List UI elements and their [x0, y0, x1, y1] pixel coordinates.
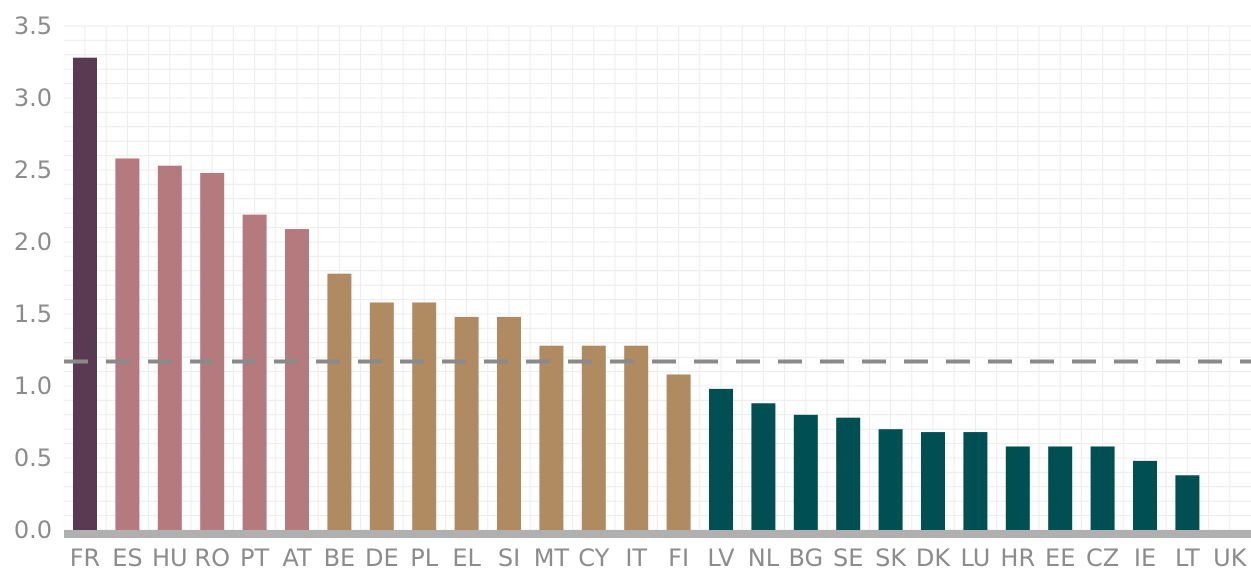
x-tick-label-lv: LV [707, 544, 735, 571]
bar-es [115, 158, 140, 531]
y-tick-label: 2.5 [14, 156, 52, 184]
x-tick-label-cz: CZ [1086, 544, 1119, 571]
x-tick-label-el: EL [452, 544, 481, 571]
x-tick-label-se: SE [833, 544, 863, 571]
x-tick-label-dk: DK [916, 544, 951, 571]
x-tick-label-pl: PL [410, 544, 438, 571]
y-tick-label: 1.5 [14, 300, 52, 328]
bar-pl [412, 302, 437, 530]
y-axis-tick-labels: 0.0 0.5 1.0 1.5 2.0 2.5 3.0 3.5 [14, 12, 52, 544]
x-tick-label-fi: FI [668, 544, 689, 571]
x-tick-label-hr: HR [1000, 544, 1035, 571]
x-tick-label-sk: SK [875, 544, 907, 571]
y-tick-label: 0.0 [14, 516, 52, 544]
x-tick-label-it: IT [625, 544, 647, 571]
bar-it [624, 345, 649, 530]
bar-ro [200, 172, 225, 530]
x-axis-baseline-bar [64, 530, 1251, 538]
bar-pt [242, 214, 267, 530]
x-tick-label-es: ES [112, 544, 142, 571]
bar-be [327, 273, 352, 530]
bar-cy [581, 345, 606, 530]
bar-dk [921, 432, 945, 530]
gridlines [64, 25, 1251, 531]
x-axis-tick-labels: FR ES HU RO PT AT BE DE PL EL SI MT CY IT FI LV NL BG SE SK… [70, 544, 1248, 572]
bar-de [369, 302, 394, 530]
x-tick-label-bg: BG [788, 544, 823, 571]
bar-lv [709, 388, 733, 530]
x-tick-label-nl: NL [748, 544, 780, 571]
bar-nl [751, 403, 776, 530]
bars [73, 57, 1200, 531]
bar-fr [73, 57, 97, 531]
x-tick-label-hu: HU [152, 544, 188, 571]
bar-se [836, 417, 861, 530]
bar-hr [1005, 446, 1030, 530]
x-tick-label-lt: LT [1175, 544, 1200, 571]
x-tick-label-cy: CY [578, 544, 609, 571]
bar-ee [1048, 446, 1073, 530]
bar-lu [963, 432, 988, 530]
x-tick-label-si: SI [498, 544, 520, 571]
bar-ie [1133, 460, 1157, 530]
x-tick-label-be: BE [324, 544, 356, 571]
y-tick-label: 3.5 [14, 12, 52, 40]
x-tick-label-ee: EE [1045, 544, 1075, 571]
y-tick-label: 1.0 [14, 372, 52, 400]
y-tick-label: 2.0 [14, 228, 52, 256]
bar-fi [666, 374, 691, 530]
x-tick-label-uk: UK [1213, 544, 1248, 571]
bar-cz [1090, 446, 1115, 530]
x-tick-label-lu: LU [961, 544, 991, 571]
x-axis-baseline [64, 530, 1251, 538]
x-tick-label-ro: RO [194, 544, 230, 571]
x-tick-label-pt: PT [240, 544, 269, 571]
x-tick-label-fr: FR [70, 544, 100, 571]
x-tick-label-mt: MT [534, 544, 570, 571]
x-tick-label-ie: IE [1134, 544, 1156, 571]
bar-sk [878, 429, 903, 530]
bar-mt [539, 345, 564, 530]
bar-at [285, 229, 309, 531]
bar-si [497, 316, 521, 530]
bar-bg [793, 414, 818, 530]
x-tick-label-de: DE [365, 544, 399, 571]
bar-el [454, 316, 479, 530]
bar-hu [157, 165, 182, 530]
y-tick-label: 3.0 [14, 84, 52, 112]
y-tick-label: 0.5 [14, 444, 52, 472]
x-tick-label-at: AT [282, 544, 312, 571]
bar-lt [1175, 475, 1200, 530]
